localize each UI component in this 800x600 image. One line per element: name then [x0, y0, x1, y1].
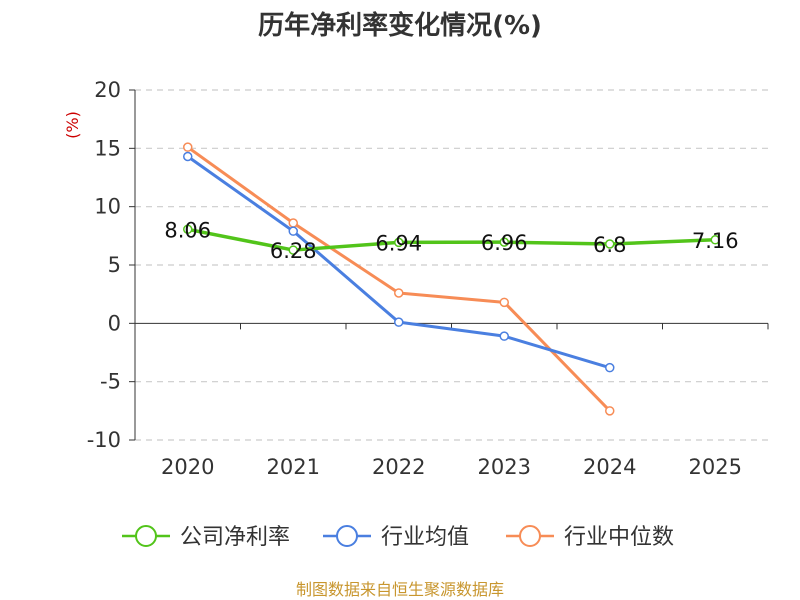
data-point [183, 151, 193, 162]
y-tick-label: -10 [87, 428, 121, 452]
source-note: 制图数据来自恒生聚源数据库 [296, 580, 504, 599]
data-label: 6.96 [481, 231, 528, 255]
data-point [183, 224, 193, 235]
y-tick-label: 5 [108, 253, 121, 277]
x-tick-label: 2021 [267, 455, 320, 479]
legend-item[interactable]: 公司净利率 [122, 525, 290, 550]
data-point [499, 331, 509, 341]
y-tick-label: 15 [94, 136, 121, 160]
y-axis-unit: (%) [63, 111, 82, 139]
data-point [394, 317, 404, 327]
x-tick-label: 2022 [372, 455, 425, 479]
series-points [183, 142, 720, 416]
data-point [499, 297, 509, 308]
data-label: 6.94 [375, 231, 422, 255]
legend-marker [135, 525, 157, 547]
x-tick-label: 2023 [478, 455, 531, 479]
data-point [183, 142, 193, 152]
data-point [288, 226, 298, 236]
data-label: 6.8 [593, 233, 626, 257]
legend-marker [336, 525, 358, 547]
legend-item[interactable]: 行业均值 [323, 525, 469, 550]
x-tick-label: 2025 [689, 455, 742, 479]
y-tick-labels: 20 15 10 5 0 -5 -10 [87, 78, 121, 452]
legend-marker [519, 525, 541, 547]
data-label: 7.16 [692, 229, 739, 253]
y-tick-label: 10 [94, 195, 121, 219]
data-labels: 8.06 6.28 6.94 6.96 6.8 7.16 [164, 218, 738, 263]
data-point [605, 406, 615, 416]
data-label: 6.28 [270, 239, 317, 263]
data-label: 8.06 [164, 218, 211, 242]
legend: 公司净利率 行业均值 行业中位数 [122, 525, 674, 550]
legend-item[interactable]: 行业中位数 [506, 525, 674, 550]
axes [129, 89, 769, 441]
data-point [394, 288, 404, 298]
series-line-2 [186, 145, 611, 412]
x-tick-labels: 2020 2021 2022 2023 2024 2025 [161, 455, 742, 479]
data-point [605, 362, 615, 373]
y-tick-label: 20 [94, 78, 121, 102]
series-line-1 [186, 155, 611, 370]
y-tick-label: -5 [100, 370, 121, 394]
data-point [710, 235, 720, 245]
data-point [499, 237, 509, 247]
grid-lines [135, 89, 768, 441]
series-line-0 [187, 227, 716, 252]
data-point [605, 239, 615, 249]
series-lines [186, 145, 716, 412]
legend-label: 公司净利率 [180, 525, 290, 550]
x-tick-label: 2020 [161, 455, 214, 479]
chart-title: 历年净利率变化情况(%) [258, 10, 542, 41]
legend-label: 行业中位数 [564, 525, 674, 550]
data-point [394, 237, 404, 248]
y-tick-label: 0 [108, 311, 121, 335]
data-point [288, 218, 298, 228]
data-point [288, 245, 298, 255]
x-tick-label: 2024 [583, 455, 636, 479]
legend-label: 行业均值 [381, 525, 469, 550]
